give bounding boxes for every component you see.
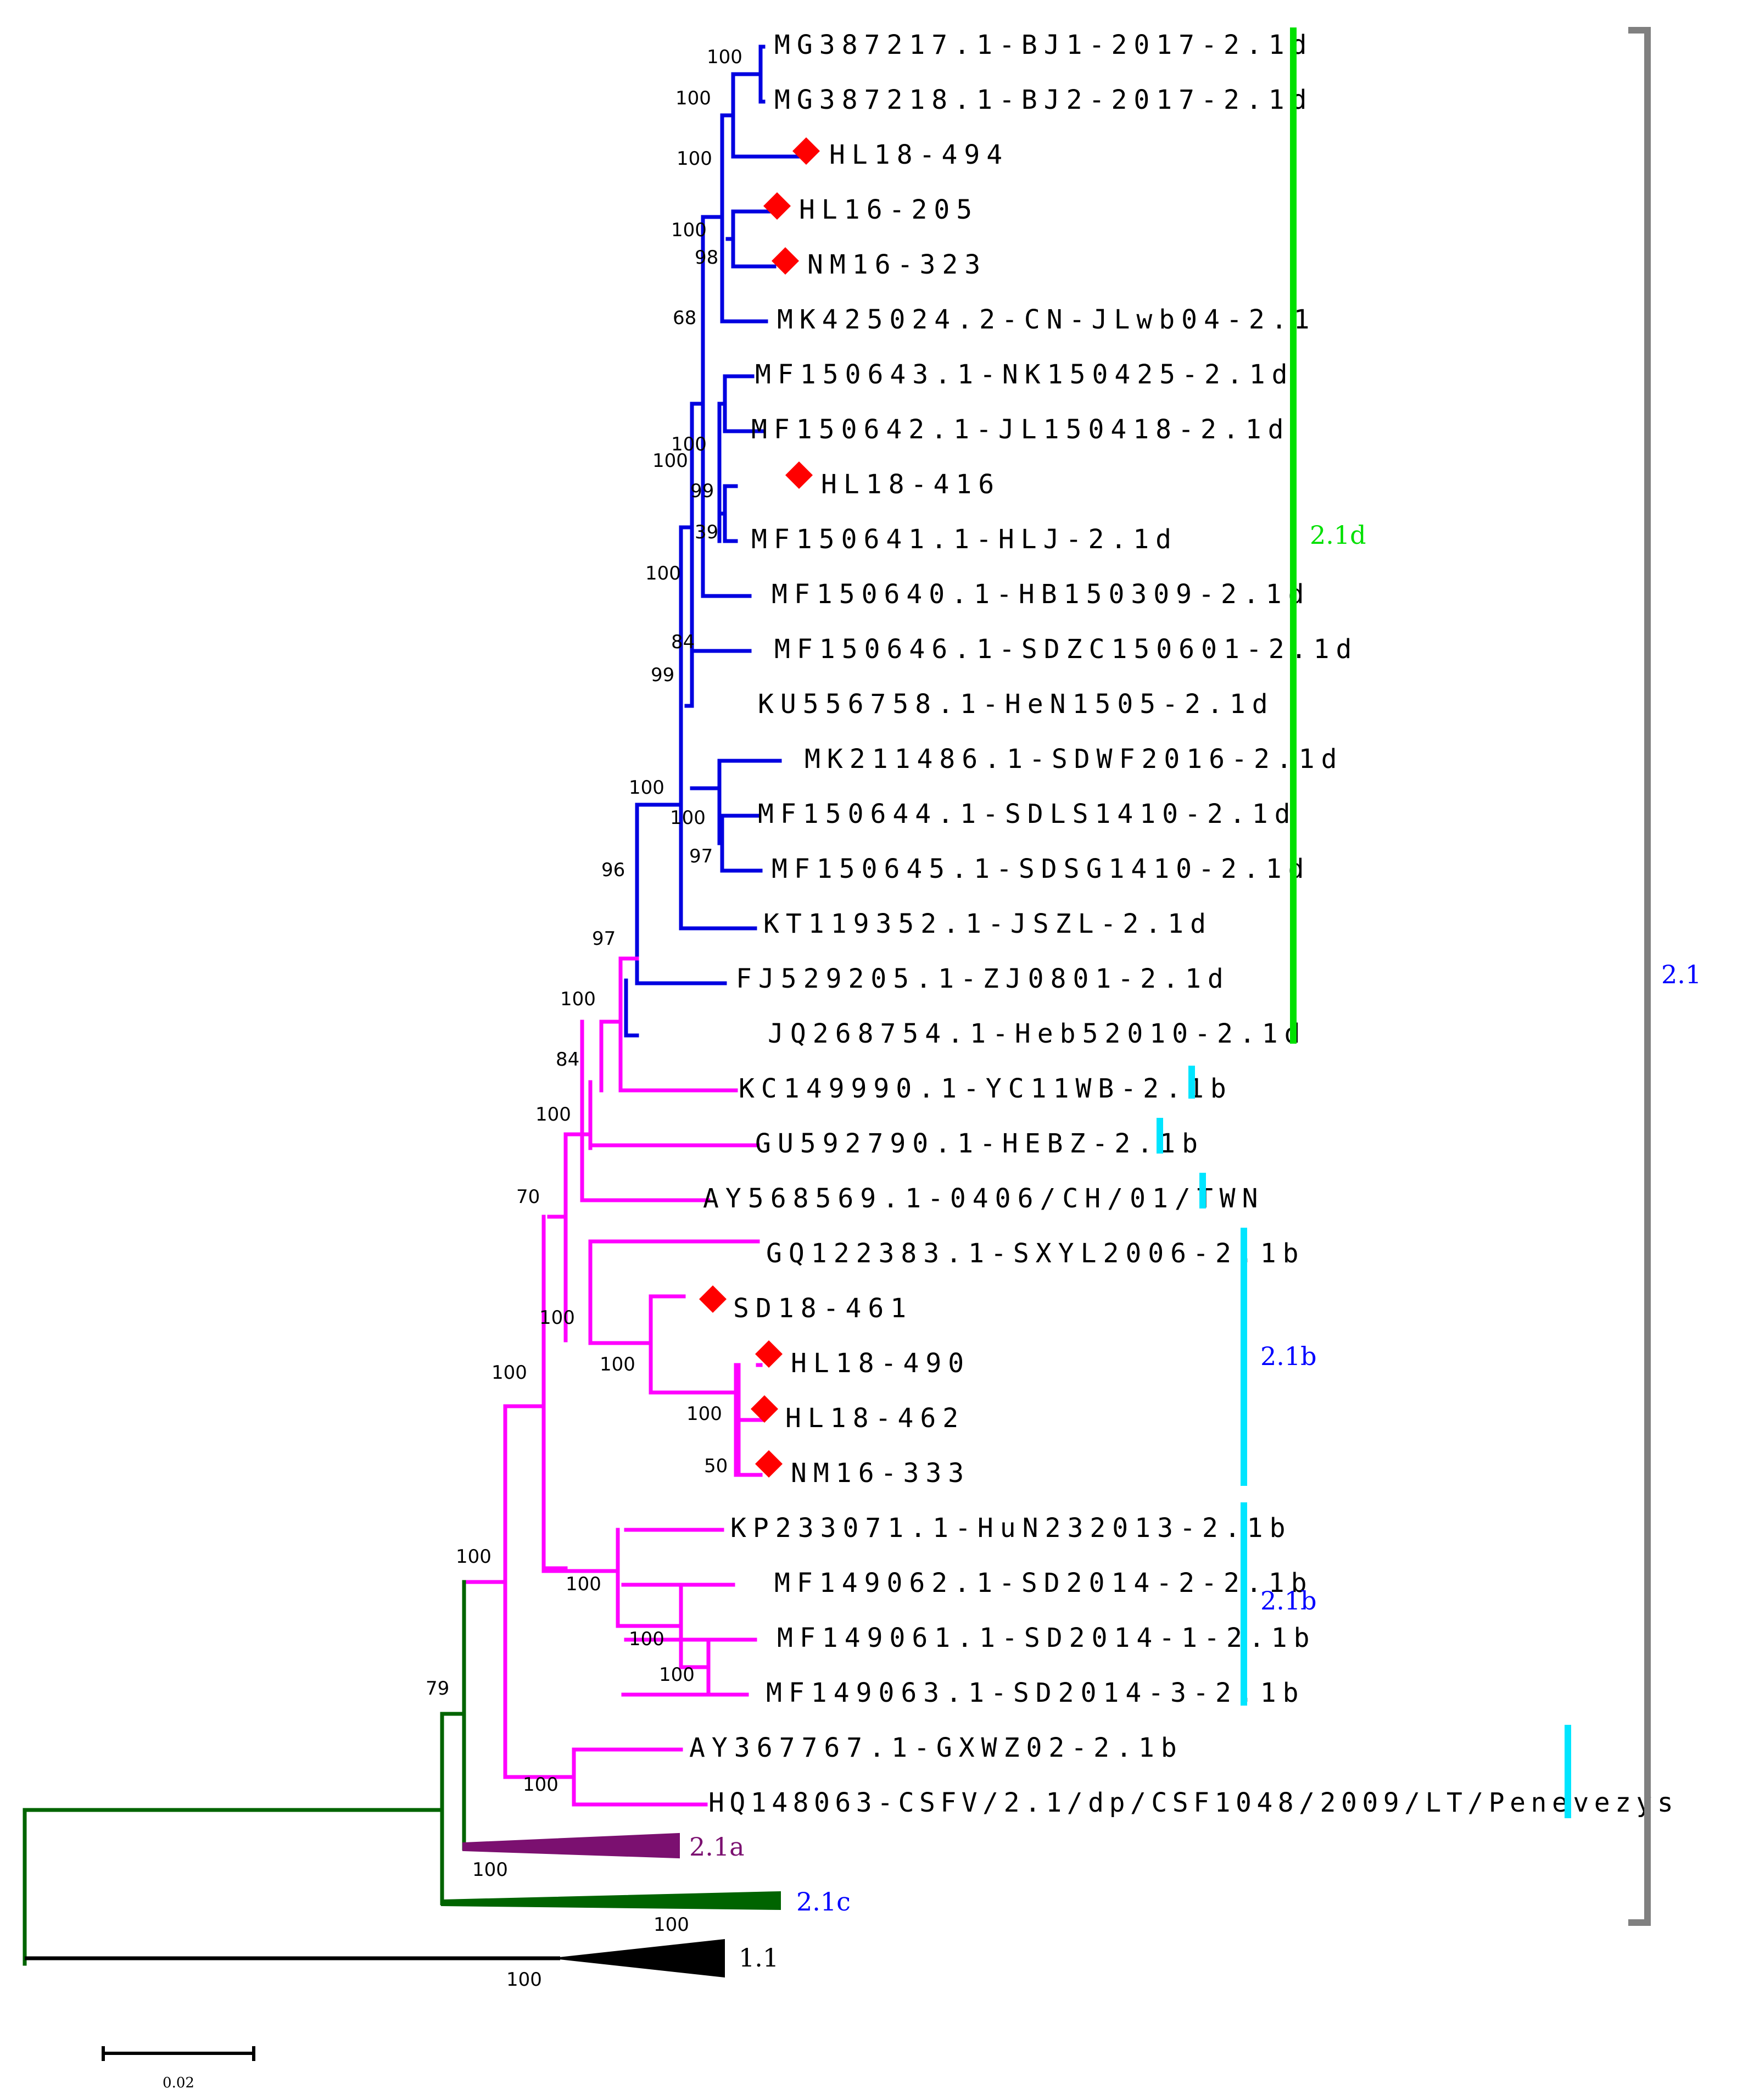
bootstrap-value: 39	[695, 521, 718, 543]
leaf-label: MF150640.1-HB150309-2.1d	[772, 579, 1311, 610]
bootstrap-value: 97	[689, 845, 713, 867]
leaf-label: KT119352.1-JSZL-2.1d	[763, 909, 1213, 939]
bootstrap-value: 100	[670, 807, 706, 829]
leaf-label: HL18-462	[785, 1403, 965, 1434]
leaf-label: MF149062.1-SD2014-2-2.1b	[774, 1568, 1314, 1598]
bootstrap-value: 100	[629, 1628, 664, 1650]
bootstrap-value: 100	[535, 1104, 571, 1126]
red-diamond-icon	[785, 461, 813, 489]
bootstrap-values: 100 100 100 100 98 68 100 100 99 39 100 …	[426, 46, 742, 1991]
subtype-label-2-1b: 2.1b	[1260, 1341, 1317, 1371]
leaf-label: MF149061.1-SD2014-1-2.1b	[777, 1623, 1316, 1653]
bootstrap-value: 100	[560, 988, 596, 1010]
leaf-label: MG387218.1-BJ2-2017-2.1d	[774, 85, 1314, 115]
collapsed-clade-2-1a	[462, 1832, 680, 1859]
red-diamond-icon	[755, 1340, 783, 1368]
bootstrap-value: 100	[600, 1353, 635, 1375]
bootstrap-value: 50	[704, 1455, 728, 1477]
leaf-label: HL18-490	[791, 1348, 970, 1379]
bootstrap-value: 84	[556, 1049, 579, 1071]
bootstrap-value: 100	[506, 1969, 542, 1991]
leaf-label: HL18-416	[821, 469, 1001, 500]
leaf-label: HQ148063-CSFV/2.1/dp/CSF1048/2009/LT/Pen…	[708, 1787, 1678, 1818]
leaf-label: MF150643.1-NK150425-2.1d	[755, 359, 1294, 390]
red-diamond-icon	[755, 1450, 783, 1478]
bootstrap-value: 100	[677, 148, 712, 170]
bootstrap-value: 100	[566, 1573, 601, 1595]
clade-2-1b-branches	[462, 956, 766, 1807]
leaf-label: JQ268754.1-Heb52010-2.1d	[768, 1018, 1307, 1049]
leaf-label: NM16-333	[791, 1458, 970, 1489]
leaf-label: SD18-461	[733, 1293, 913, 1324]
bootstrap-value: 100	[523, 1774, 558, 1796]
leaf-label: MF150641.1-HLJ-2.1d	[751, 524, 1178, 555]
leaf-label: GU592790.1-HEBZ-2.1b	[755, 1128, 1204, 1159]
bootstrap-value: 100	[456, 1546, 492, 1568]
red-diamond-icon	[751, 1395, 778, 1423]
leaf-label: KU556758.1-HeN1505-2.1d	[758, 689, 1275, 720]
leaf-label: AY568569.1-0406/CH/01/TWN	[703, 1183, 1264, 1214]
subtype-label-2-1d: 2.1d	[1310, 520, 1366, 550]
leaf-label: MF150642.1-JL150418-2.1d	[751, 414, 1291, 445]
scale-bar: 0.02	[102, 2046, 255, 2091]
bootstrap-value: 84	[671, 631, 695, 653]
bootstrap-value: 100	[659, 1664, 695, 1686]
bars-2-1b	[1157, 1066, 1571, 1818]
leaf-label: KC149990.1-YC11WB-2.1b	[739, 1073, 1233, 1104]
leaf-label: MF150646.1-SDZC150601-2.1d	[774, 634, 1358, 665]
collapsed-clade-1-1	[549, 1939, 725, 1978]
leaf-labels: MG387217.1-BJ1-2017-2.1d MG387218.1-BJ2-…	[689, 30, 1678, 1818]
bootstrap-value: 100	[629, 777, 664, 799]
leaf-label: MG387217.1-BJ1-2017-2.1d	[774, 30, 1314, 60]
bootstrap-value: 98	[695, 247, 718, 269]
bootstrap-value: 100	[707, 46, 742, 68]
bootstrap-value: 100	[675, 87, 711, 109]
leaf-label: FJ529205.1-ZJ0801-2.1d	[736, 963, 1230, 994]
scale-bar-label: 0.02	[163, 2075, 194, 2091]
leaf-label: HL16-205	[799, 194, 979, 225]
leaf-label: MF150644.1-SDLS1410-2.1d	[758, 799, 1297, 829]
bootstrap-value: 100	[652, 450, 688, 472]
bootstrap-value: 100	[539, 1307, 575, 1329]
clade-2-1d-branches	[624, 44, 801, 1038]
red-diamond-icon	[772, 247, 799, 275]
leaf-label: MK211486.1-SDWF2016-2.1d	[805, 744, 1344, 775]
sample-markers	[699, 137, 820, 1478]
leaf-label: AY367767.1-GXWZ02-2.1b	[689, 1733, 1183, 1763]
bootstrap-value: 100	[645, 562, 681, 584]
bracket-2-1	[1628, 27, 1651, 1926]
leaf-label: GQ122383.1-SXYL2006-2.1b	[766, 1238, 1305, 1269]
bootstrap-value: 100	[686, 1403, 722, 1425]
bootstrap-value: 100	[654, 1914, 689, 1936]
bootstrap-value: 70	[516, 1186, 540, 1208]
leaf-label: MF149063.1-SD2014-3-2.1b	[766, 1678, 1305, 1708]
leaf-label: HL18-494	[829, 140, 1009, 170]
genotype-label-2-1: 2.1	[1661, 960, 1701, 989]
red-diamond-icon	[763, 192, 791, 220]
subtype-label-2-1b: 2.1b	[1260, 1586, 1317, 1616]
leaf-label: NM16-323	[807, 249, 987, 280]
bootstrap-value: 99	[651, 664, 674, 686]
bootstrap-value: 97	[592, 928, 616, 950]
bootstrap-value: 99	[690, 480, 714, 502]
bootstrap-value: 68	[673, 307, 696, 329]
clade-label-1-1: 1.1	[739, 1943, 779, 1973]
bootstrap-value: 100	[472, 1859, 508, 1881]
leaf-label: KP233071.1-HuN232013-2.1b	[730, 1513, 1292, 1544]
collapsed-clade-2-1c	[441, 1891, 781, 1910]
bootstrap-value: 100	[492, 1362, 527, 1384]
bootstrap-value: 100	[671, 433, 707, 455]
bootstrap-value: 96	[601, 859, 625, 881]
bootstrap-value: 79	[426, 1678, 449, 1700]
leaf-label: MK425024.2-CN-JLwb04-2.1	[777, 304, 1316, 335]
bootstrap-value: 100	[671, 219, 707, 241]
clade-label-2-1a: 2.1a	[689, 1832, 745, 1862]
red-diamond-icon	[699, 1285, 727, 1313]
clade-label-2-1c: 2.1c	[796, 1887, 851, 1917]
red-diamond-icon	[792, 137, 820, 165]
leaf-label: MF150645.1-SDSG1410-2.1d	[772, 854, 1311, 884]
